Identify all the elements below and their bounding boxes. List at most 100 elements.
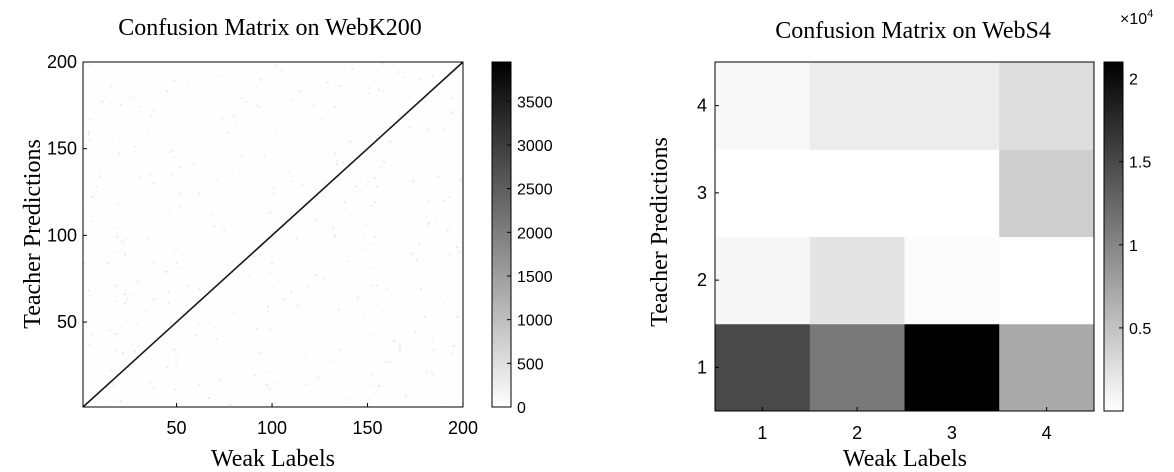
confusion-cell — [389, 140, 392, 143]
confusion-cell — [110, 85, 113, 87]
heatmap-cell — [904, 236, 1000, 325]
confusion-cell — [89, 64, 92, 67]
heatmap-cell — [715, 62, 811, 150]
confusion-cell — [183, 341, 186, 344]
confusion-cell — [442, 199, 445, 202]
colorbar-ticks: 0.5 1 1.5 2 — [1119, 72, 1151, 338]
confusion-cell — [238, 170, 241, 172]
confusion-cell — [416, 258, 419, 261]
confusion-cell — [437, 395, 440, 398]
y-axis-ticks: 1 2 3 4 — [697, 96, 719, 377]
confusion-cell — [215, 338, 218, 341]
confusion-cell — [427, 338, 430, 341]
confusion-cell — [232, 104, 235, 107]
confusion-cell — [280, 213, 283, 216]
confusion-cell — [261, 305, 264, 308]
confusion-cell — [173, 348, 176, 351]
confusion-cell — [398, 348, 401, 351]
confusion-cell — [173, 253, 176, 256]
confusion-cell — [377, 88, 380, 91]
confusion-cell — [362, 314, 365, 316]
confusion-cell — [135, 322, 138, 325]
confusion-cell — [290, 291, 293, 294]
confusion-cell — [213, 225, 216, 228]
confusion-cell — [257, 352, 260, 354]
confusion-cell — [229, 404, 231, 406]
confusion-cell — [232, 114, 235, 117]
confusion-cell — [114, 350, 117, 353]
confusion-cell — [448, 196, 451, 198]
confusion-cell — [95, 185, 98, 188]
confusion-cell — [106, 262, 109, 264]
confusion-cell — [265, 404, 268, 406]
confusion-cell — [280, 69, 283, 72]
confusion-cell — [198, 383, 201, 386]
confusion-cell — [337, 73, 340, 75]
confusion-cell — [450, 111, 453, 113]
confusion-cell — [198, 322, 201, 325]
confusion-cell — [267, 310, 270, 313]
plot-area — [82, 61, 464, 408]
confusion-cell — [240, 234, 243, 237]
confusion-cell — [129, 293, 132, 296]
confusion-cell — [397, 199, 399, 202]
x-tick-label: 50 — [167, 418, 187, 438]
confusion-cell — [295, 161, 298, 164]
confusion-cell — [139, 106, 142, 108]
x-tick-label: 3 — [947, 423, 957, 443]
confusion-cell — [99, 175, 102, 178]
confusion-cell — [120, 87, 123, 89]
heatmap-cells — [715, 62, 1095, 412]
confusion-cell — [175, 248, 178, 250]
confusion-cell — [362, 236, 365, 238]
confusion-cell — [408, 92, 411, 94]
confusion-cell — [127, 95, 130, 98]
confusion-cell — [177, 267, 180, 270]
confusion-cell — [219, 350, 222, 353]
confusion-cell — [91, 256, 94, 259]
confusion-cell — [355, 185, 357, 188]
confusion-cell — [427, 220, 430, 223]
y-axis-label: Teacher Predictions — [647, 137, 673, 327]
confusion-cell — [458, 185, 461, 188]
x-tick-label: 1 — [757, 423, 767, 443]
confusion-cell — [370, 204, 373, 207]
confusion-cell — [167, 291, 170, 294]
confusion-cell — [253, 374, 256, 377]
confusion-cell — [248, 275, 251, 278]
confusion-cell — [412, 180, 415, 183]
confusion-cell — [135, 303, 138, 306]
heatmap-cell — [999, 62, 1095, 150]
y-tick-label: 4 — [697, 96, 707, 116]
confusion-cell — [442, 301, 445, 304]
confusion-cell — [364, 223, 367, 226]
confusion-cell — [368, 92, 371, 94]
confusion-cell — [332, 379, 335, 382]
confusion-cell — [120, 104, 123, 107]
confusion-cell — [324, 196, 327, 198]
confusion-cell — [131, 343, 134, 346]
confusion-cell — [385, 217, 388, 219]
confusion-cell — [372, 130, 375, 133]
confusion-cell — [250, 100, 252, 103]
confusion-cell — [171, 149, 174, 152]
confusion-cell — [229, 343, 231, 346]
heatmap-cell — [999, 236, 1095, 325]
confusion-cell — [372, 284, 375, 287]
confusion-cell — [259, 80, 262, 82]
confusion-cell — [255, 71, 258, 74]
plot-frame — [82, 61, 464, 408]
confusion-cell — [377, 385, 380, 387]
confusion-cell — [431, 373, 434, 375]
confusion-cell — [381, 90, 384, 93]
confusion-cell — [301, 184, 304, 186]
confusion-cell — [339, 348, 342, 351]
confusion-cell — [131, 123, 134, 126]
confusion-cell — [364, 248, 367, 250]
colorbar-gradient — [491, 61, 512, 408]
confusion-cell — [127, 366, 130, 368]
colorbar-tick-label: 2500 — [517, 182, 553, 199]
heatmap-cell — [809, 323, 905, 412]
confusion-cell — [288, 171, 291, 174]
confusion-cell — [179, 166, 182, 169]
